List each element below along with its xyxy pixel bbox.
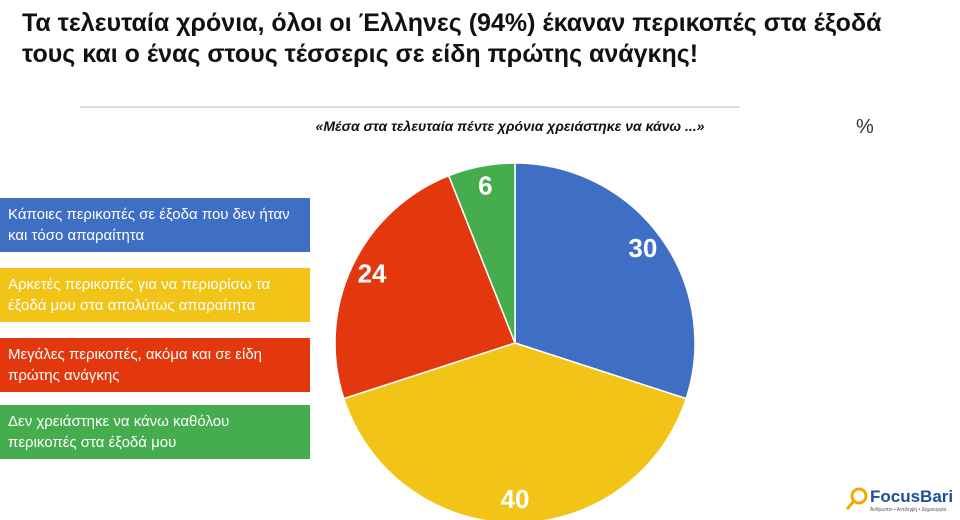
legend-entry: Δεν χρειάστηκε να κάνω καθόλου περικοπές… (0, 405, 310, 459)
logo: FocusBari (870, 487, 954, 506)
pie-slice (514, 162, 696, 400)
legend-entry: Κάποιες περικοπές σε έξοδα που δεν ήταν … (0, 198, 310, 252)
logo-icon-handle (845, 500, 856, 510)
subtitle: «Μέσα στα τελευταία πέντε χρόνια χρειάστ… (315, 118, 705, 134)
title: Τα τελευταία χρόνια, όλοι οι Έλληνες (94… (22, 9, 882, 68)
logo-icon (850, 487, 868, 505)
pie-slice (447, 162, 516, 344)
value-label: 40 (501, 484, 530, 514)
logo-tagline: Άνθρωποι • Αντίληψη • Δημιουργία (870, 507, 947, 513)
value-label: 24 (358, 259, 387, 289)
value-label: 6 (478, 171, 492, 201)
pie-slice (342, 342, 688, 520)
value-label: 30 (628, 233, 657, 263)
legend-entry: Αρκετές περικοπές για να περιορίσω τα έξ… (0, 268, 310, 322)
unit-label: % (856, 116, 874, 138)
legend-entry: Μεγάλες περικοπές, ακόμα και σε είδη πρώ… (0, 338, 310, 392)
